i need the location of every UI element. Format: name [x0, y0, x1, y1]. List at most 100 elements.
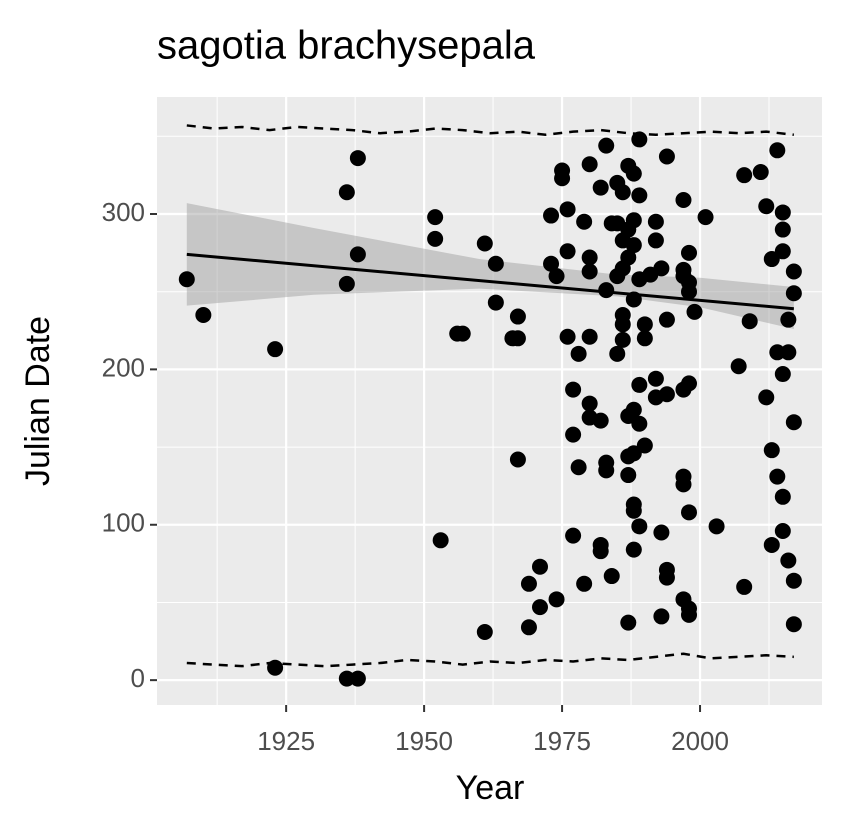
- data-point: [559, 328, 576, 345]
- data-point: [675, 192, 692, 209]
- data-point: [785, 616, 802, 633]
- data-point: [576, 575, 593, 592]
- data-point: [681, 244, 697, 261]
- data-point: [653, 260, 670, 277]
- data-point: [432, 532, 449, 549]
- data-point: [620, 467, 637, 484]
- data-point: [774, 488, 791, 505]
- data-point: [476, 623, 493, 640]
- data-point: [647, 232, 664, 249]
- x-axis-label: Year: [456, 769, 525, 807]
- data-point: [338, 275, 355, 292]
- data-point: [581, 249, 598, 266]
- data-point: [581, 263, 598, 280]
- data-point: [603, 568, 620, 585]
- data-point: [338, 184, 355, 201]
- data-point: [681, 504, 697, 521]
- data-point: [736, 578, 753, 595]
- data-point: [520, 619, 537, 636]
- data-point: [178, 271, 195, 288]
- data-point: [769, 468, 786, 485]
- y-axis-label: Julian Date: [19, 316, 57, 486]
- data-point: [625, 165, 642, 182]
- data-point: [774, 366, 791, 383]
- data-point: [785, 263, 802, 280]
- chart-title: sagotia brachysepala: [157, 24, 536, 68]
- data-point: [708, 518, 725, 535]
- data-point: [653, 524, 670, 541]
- data-point: [636, 316, 653, 333]
- data-point: [625, 502, 642, 519]
- data-point: [581, 328, 598, 345]
- data-point: [449, 325, 466, 342]
- plot-panel: [157, 97, 822, 705]
- data-point: [349, 246, 366, 263]
- data-point: [780, 311, 797, 328]
- data-point: [658, 386, 675, 403]
- data-point: [780, 552, 797, 569]
- data-point: [559, 243, 576, 260]
- data-point: [785, 572, 802, 589]
- data-point: [543, 207, 560, 224]
- data-point: [647, 213, 664, 230]
- data-point: [681, 283, 697, 300]
- data-point: [636, 330, 653, 347]
- data-point: [658, 569, 675, 586]
- data-point: [598, 462, 615, 479]
- data-point: [267, 659, 284, 676]
- data-point: [520, 575, 537, 592]
- data-point: [631, 187, 648, 204]
- data-point: [658, 148, 675, 165]
- data-point: [570, 459, 587, 476]
- data-point: [631, 518, 648, 535]
- data-point: [509, 451, 526, 468]
- data-point: [592, 179, 609, 196]
- data-point: [752, 164, 769, 181]
- data-point: [614, 331, 631, 348]
- data-point: [609, 345, 626, 362]
- data-point: [763, 442, 780, 459]
- data-point: [625, 541, 642, 558]
- data-point: [774, 221, 791, 238]
- data-point: [592, 412, 609, 429]
- data-point: [763, 536, 780, 553]
- y-tick-label: 200: [102, 352, 145, 382]
- data-point: [647, 370, 664, 387]
- data-point: [487, 255, 504, 272]
- data-point: [565, 381, 582, 398]
- data-point: [427, 230, 444, 247]
- y-tick-label: 100: [102, 508, 145, 538]
- data-point: [565, 426, 582, 443]
- data-point: [758, 389, 775, 406]
- data-point: [543, 255, 560, 272]
- data-point: [614, 184, 631, 201]
- data-point: [774, 243, 791, 260]
- quantile-line: [186, 124, 794, 137]
- data-point: [625, 237, 642, 254]
- data-point: [631, 376, 648, 393]
- data-point: [758, 198, 775, 215]
- data-point: [570, 345, 587, 362]
- data-point: [487, 294, 504, 311]
- data-point: [576, 213, 593, 230]
- trend-line: [186, 252, 794, 311]
- data-point: [598, 137, 615, 154]
- data-point: [620, 614, 637, 631]
- data-point: [509, 308, 526, 325]
- data-point: [531, 558, 548, 575]
- data-point: [769, 344, 786, 361]
- y-tick-label: 0: [131, 663, 145, 693]
- data-point: [581, 395, 598, 412]
- data-point: [267, 341, 284, 358]
- data-point: [730, 358, 747, 375]
- data-point: [476, 235, 493, 252]
- data-point: [195, 306, 212, 323]
- data-point: [349, 150, 366, 167]
- data-point: [598, 282, 615, 299]
- data-point: [338, 670, 355, 687]
- data-point: [736, 167, 753, 184]
- data-point: [427, 209, 444, 226]
- data-point: [565, 527, 582, 544]
- data-point: [774, 522, 791, 539]
